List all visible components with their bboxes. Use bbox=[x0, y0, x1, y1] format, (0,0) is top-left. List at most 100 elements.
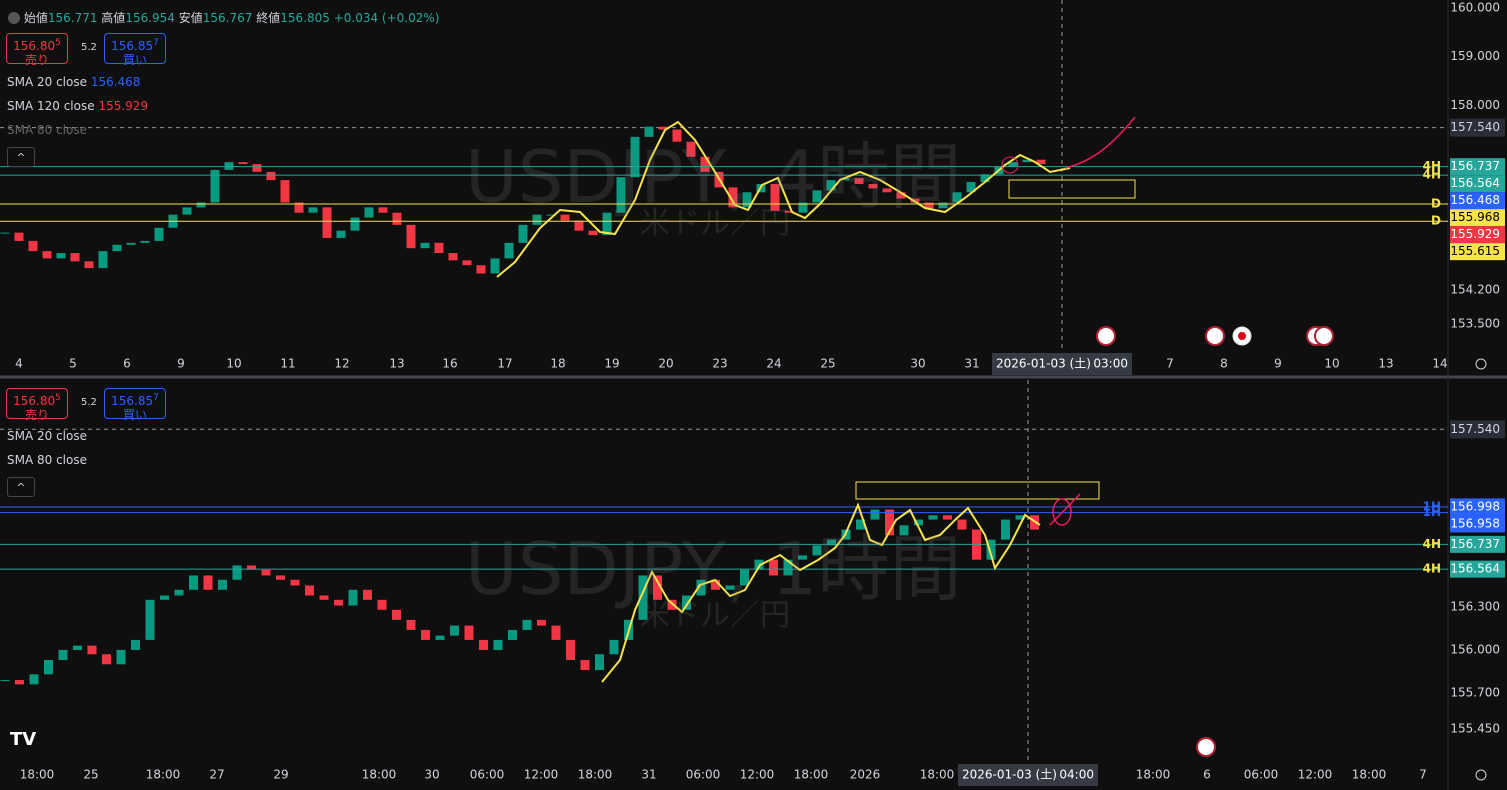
candle bbox=[783, 559, 793, 576]
x-tick-label: 18:00 bbox=[362, 768, 397, 782]
x-tick-label: 31 bbox=[964, 357, 979, 371]
candle bbox=[322, 207, 332, 238]
candle bbox=[305, 585, 314, 596]
candle bbox=[479, 639, 488, 650]
candle bbox=[29, 674, 39, 685]
x-tick-label: 06:00 bbox=[470, 768, 505, 782]
price-badge-label: 156.998 bbox=[1450, 499, 1500, 513]
x-tick-label: 25 bbox=[83, 768, 98, 782]
candle bbox=[711, 579, 720, 590]
x-tick-label: 18 bbox=[550, 357, 565, 371]
x-tick-label: 6 bbox=[1203, 768, 1211, 782]
x-tick-label: 4 bbox=[15, 357, 23, 371]
candle bbox=[490, 258, 500, 274]
candle bbox=[638, 575, 648, 620]
watermark-sub: 米ドル／円 bbox=[640, 198, 790, 242]
candle bbox=[232, 565, 242, 580]
candle bbox=[508, 629, 517, 640]
y-tick-label: 156.000 bbox=[1450, 642, 1500, 656]
settings-icon[interactable] bbox=[1475, 358, 1487, 370]
candle bbox=[686, 141, 696, 157]
cursor-date: 2026-01-03 (土) bbox=[996, 357, 1091, 371]
pip: 5 bbox=[55, 393, 61, 403]
x-tick-label: 8 bbox=[1220, 357, 1228, 371]
price: 156.80 bbox=[13, 39, 56, 53]
candle bbox=[667, 599, 677, 610]
candle bbox=[44, 659, 53, 675]
candle bbox=[943, 515, 952, 520]
label: 売り bbox=[24, 53, 49, 67]
x-tick-label: 11 bbox=[280, 357, 295, 371]
x-tick-label: 30 bbox=[910, 357, 925, 371]
collapse-button[interactable]: ^ bbox=[7, 477, 35, 497]
price-badge bbox=[1450, 175, 1505, 193]
x-tick-label: 6 bbox=[123, 357, 131, 371]
x-tick-label: 23 bbox=[712, 357, 727, 371]
x-tick-label: 25 bbox=[820, 357, 835, 371]
candle bbox=[566, 639, 575, 660]
pip: 7 bbox=[153, 393, 159, 403]
sell-button[interactable]: 156.805 売り bbox=[6, 388, 68, 422]
logo: TV bbox=[10, 729, 36, 750]
candle bbox=[252, 164, 262, 172]
price-badge-label: 156.737 bbox=[1450, 159, 1500, 173]
sell-button[interactable]: 156.805 売り bbox=[6, 33, 68, 67]
candle bbox=[602, 212, 612, 236]
y-tick-label: 155.450 bbox=[1450, 721, 1500, 735]
drawing-wave bbox=[601, 502, 1041, 683]
candle bbox=[728, 187, 738, 208]
candle bbox=[73, 645, 82, 650]
watermark-sub: 米ドル／円 bbox=[640, 590, 790, 634]
candle bbox=[112, 244, 122, 252]
candle bbox=[14, 232, 24, 241]
indicator-value: 155.929 bbox=[98, 99, 149, 113]
x-tick-label: 06:00 bbox=[686, 768, 721, 782]
candle bbox=[87, 645, 97, 655]
price: 156.85 bbox=[111, 39, 154, 53]
x-tick-label: 18:00 bbox=[920, 768, 955, 782]
candle bbox=[658, 126, 668, 130]
y-tick-label: 159.000 bbox=[1450, 49, 1500, 63]
candle bbox=[392, 212, 402, 225]
candle bbox=[42, 251, 52, 259]
candle bbox=[56, 253, 66, 259]
x-tick-label: 20 bbox=[658, 357, 673, 371]
x-tick-label: 18:00 bbox=[20, 768, 55, 782]
x-tick-label: 12 bbox=[334, 357, 349, 371]
candle bbox=[448, 253, 458, 261]
candle bbox=[854, 178, 864, 185]
settings-icon[interactable] bbox=[1475, 769, 1487, 781]
x-tick-label: 30 bbox=[424, 768, 439, 782]
candle bbox=[740, 569, 749, 586]
candle bbox=[493, 639, 503, 650]
candle bbox=[986, 539, 996, 560]
candle bbox=[421, 629, 430, 640]
candle bbox=[899, 525, 909, 536]
candle bbox=[546, 214, 556, 216]
buy-button[interactable]: 156.857 買い bbox=[104, 33, 166, 67]
x-tick-label: 5 bbox=[69, 357, 77, 371]
candle bbox=[308, 207, 318, 213]
drawing-circle bbox=[1052, 498, 1072, 526]
candle bbox=[378, 207, 388, 213]
candle bbox=[682, 595, 691, 610]
candle bbox=[754, 559, 764, 570]
ohlc-header: 始値156.771 高値156.954 安値156.767 終値156.805 … bbox=[8, 9, 439, 26]
candle bbox=[812, 190, 822, 203]
collapse-icon[interactable] bbox=[8, 12, 20, 24]
candle bbox=[580, 659, 590, 671]
candle bbox=[15, 680, 24, 685]
drawing-rect bbox=[855, 481, 1100, 500]
candle bbox=[126, 242, 136, 245]
label: 安値 bbox=[178, 11, 203, 25]
candle bbox=[0, 232, 10, 234]
candle bbox=[957, 519, 967, 530]
buy-button[interactable]: 156.857 買い bbox=[104, 388, 166, 422]
collapse-button[interactable]: ^ bbox=[7, 147, 35, 167]
candle bbox=[261, 569, 271, 576]
candle bbox=[770, 184, 780, 211]
subtitle: 米ドル／円 bbox=[640, 598, 790, 633]
candle bbox=[182, 207, 192, 215]
candle bbox=[644, 126, 654, 137]
candle bbox=[504, 242, 514, 259]
